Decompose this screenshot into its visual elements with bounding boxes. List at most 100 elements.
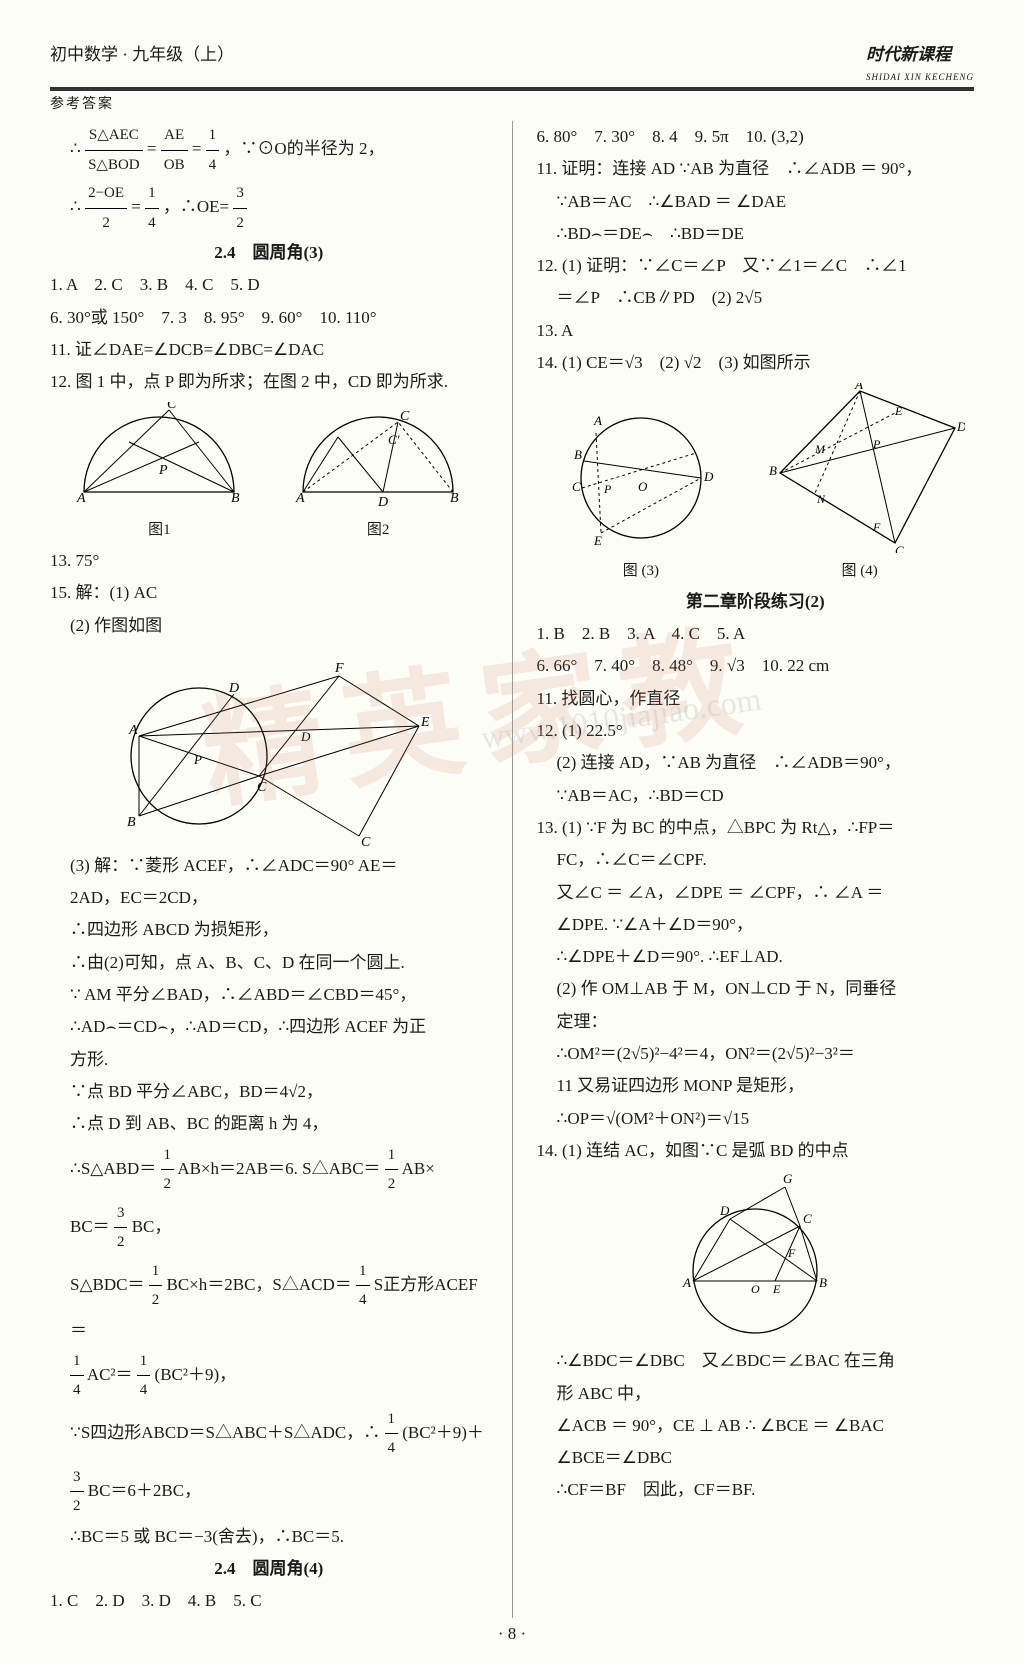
columns: ∴ S△AECS△BOD = AEOB = 14 ，∵⊙O的半径为 2， ∴ 2…: [50, 121, 974, 1618]
text: ∴: [70, 197, 81, 216]
answer-line: ∠ACB ＝ 90°，CE ⊥ AB ∴ ∠BCE ＝ ∠BAC: [537, 1410, 975, 1442]
num: 1: [145, 179, 159, 209]
header: 初中数学 · 九年级（上） 时代新课程 SHIDAI XIN KECHENG: [50, 40, 974, 91]
fraction: 32: [114, 1199, 128, 1257]
answer-line: 1. B 2. B 3. A 4. C 5. A: [537, 618, 975, 650]
svg-text:D: D: [703, 469, 714, 484]
den: 4: [385, 1434, 399, 1463]
line: 14 AC²＝ 14 (BC²＋9)，: [50, 1347, 488, 1405]
answer-line: ∴点 D 到 AB、BC 的距离 h 为 4，: [50, 1108, 488, 1140]
den: 2: [85, 209, 127, 238]
answer-line: ∵ AM 平分∠BAD，∴∠ABD＝∠CBD＝45°，: [50, 979, 488, 1011]
answer-line: ∴由(2)可知，点 A、B、C、D 在同一个圆上.: [50, 947, 488, 979]
svg-text:M: M: [814, 442, 826, 456]
text: AB×: [402, 1158, 435, 1177]
answer-line: (2) 作图如图: [50, 610, 488, 642]
num: 1: [385, 1141, 399, 1171]
num: 1: [356, 1257, 370, 1287]
brand-title: 时代新课程: [866, 45, 951, 64]
answer-line: ∴AD⌢＝CD⌢，∴AD＝CD，∴四边形 ACEF 为正: [50, 1011, 488, 1043]
diagram-rhombus: A B C D E F C P D: [109, 646, 429, 846]
line: ∴S△ABD＝ 12 AB×h＝2AB＝6. S△ABC＝ 12 AB×: [50, 1141, 488, 1199]
answer-line: 13. 75°: [50, 545, 488, 577]
svg-text:F: F: [872, 520, 881, 534]
svg-text:A: A: [682, 1275, 691, 1290]
svg-text:C: C: [803, 1211, 812, 1226]
svg-text:A: A: [295, 491, 305, 506]
subheading: 参考答案: [50, 93, 974, 113]
text: ∴: [70, 139, 81, 158]
svg-text:D: D: [719, 1203, 730, 1218]
text: (BC²＋9)，: [155, 1365, 237, 1384]
fraction: 14: [356, 1257, 370, 1315]
num: 1: [149, 1257, 163, 1287]
answer-line: 12. 图 1 中，点 P 即为所求；在图 2 中，CD 即为所求.: [50, 366, 488, 398]
svg-text:B: B: [769, 463, 777, 478]
answer-line: 2AD，EC＝2CD，: [50, 882, 488, 914]
svg-text:D: D: [228, 681, 239, 696]
den: 2: [385, 1170, 399, 1199]
figure-row: A B C D E O P 图 (3): [537, 379, 975, 586]
num: 3: [233, 179, 247, 209]
eq: =: [147, 139, 157, 158]
answer-line: 6. 30°或 150° 7. 3 8. 95° 9. 60° 10. 110°: [50, 302, 488, 334]
right-column: 6. 80° 7. 30° 8. 4 9. 5π 10. (3,2) 11. 证…: [537, 121, 975, 1618]
num: 2−OE: [85, 179, 127, 209]
fraction: 14: [206, 121, 220, 179]
answer-line: 13. A: [537, 315, 975, 347]
answer-line: 12. (1) 证明：∵∠C＝∠P 又∵∠1＝∠C ∴∠1: [537, 250, 975, 282]
num: 1: [161, 1141, 175, 1171]
fraction: 12: [161, 1141, 175, 1199]
svg-text:O: O: [638, 479, 648, 494]
text: AC²＝: [87, 1365, 133, 1384]
svg-text:B: B: [450, 491, 459, 506]
answer-line: ∴CF＝BF 因此，CF＝BF.: [537, 1474, 975, 1506]
svg-text:D: D: [377, 495, 388, 510]
answer-line: (3) 解：∵菱形 ACEF，∴∠ADC＝90° AE＝: [50, 850, 488, 882]
text: BC，: [132, 1216, 172, 1235]
svg-text:P: P: [158, 463, 168, 478]
answer-line: 11. 找圆心，作直径: [537, 683, 975, 715]
fraction: 32: [70, 1463, 84, 1521]
answer-line: 6. 66° 7. 40° 8. 48° 9. √3 10. 22 cm: [537, 650, 975, 682]
svg-text:E: E: [420, 715, 429, 730]
svg-text:C: C: [572, 479, 581, 494]
num: AE: [161, 121, 188, 151]
answer-line: 6. 80° 7. 30° 8. 4 9. 5π 10. (3,2): [537, 121, 975, 153]
fraction: 12: [149, 1257, 163, 1315]
svg-text:E: E: [894, 404, 903, 418]
text: BC＝6＋2BC，: [88, 1481, 201, 1500]
fraction: 14: [137, 1347, 151, 1405]
svg-text:N: N: [816, 492, 826, 506]
text: ∵S四边形ABCD＝S△ABC＋S△ADC，∴: [70, 1423, 380, 1442]
answer-line: ＝∠P ∴CB∥PD (2) 2√5: [537, 282, 975, 314]
svg-text:D: D: [300, 729, 311, 744]
svg-text:D: D: [956, 419, 965, 434]
answer-line: ∴OP＝√(OM²＋ON²)＝√15: [537, 1103, 975, 1135]
answer-line: 方形.: [50, 1044, 488, 1076]
answer-line: FC，∴∠C＝∠CPF.: [537, 844, 975, 876]
svg-text:A: A: [76, 491, 86, 506]
text: AB×h＝2AB＝6. S△ABC＝: [177, 1158, 380, 1177]
diagram-semicircle-1: A B C P: [69, 402, 249, 512]
num: 1: [206, 121, 220, 151]
fig-label: 图1: [69, 516, 249, 545]
svg-text:C: C: [167, 402, 177, 412]
svg-text:B: B: [819, 1275, 827, 1290]
num: S△AEC: [85, 121, 143, 151]
left-column: ∴ S△AECS△BOD = AEOB = 14 ，∵⊙O的半径为 2， ∴ 2…: [50, 121, 488, 1618]
text: ，∴OE=: [163, 197, 229, 216]
den: 4: [206, 151, 220, 180]
diagram-semicircle-2: A B D C C': [288, 402, 468, 512]
svg-text:B: B: [127, 815, 136, 830]
svg-text:E: E: [593, 533, 602, 548]
page-number: · 8 ·: [50, 1624, 974, 1644]
line: ∴ 2−OE2 = 14 ，∴OE= 32: [50, 179, 488, 237]
text: BC＝: [70, 1216, 110, 1235]
line: 32 BC＝6＋2BC，: [50, 1463, 488, 1521]
figure-2: A B D C C' 图2: [288, 398, 468, 545]
answer-line: 14. (1) 连结 AC，如图∵C 是弧 BD 的中点: [537, 1135, 975, 1167]
line: S△BDC＝ 12 BC×h＝2BC，S△ACD＝ 14 S正方形ACEF＝: [50, 1257, 488, 1347]
line: ∴ S△AECS△BOD = AEOB = 14 ，∵⊙O的半径为 2，: [50, 121, 488, 179]
svg-text:P: P: [872, 437, 881, 451]
